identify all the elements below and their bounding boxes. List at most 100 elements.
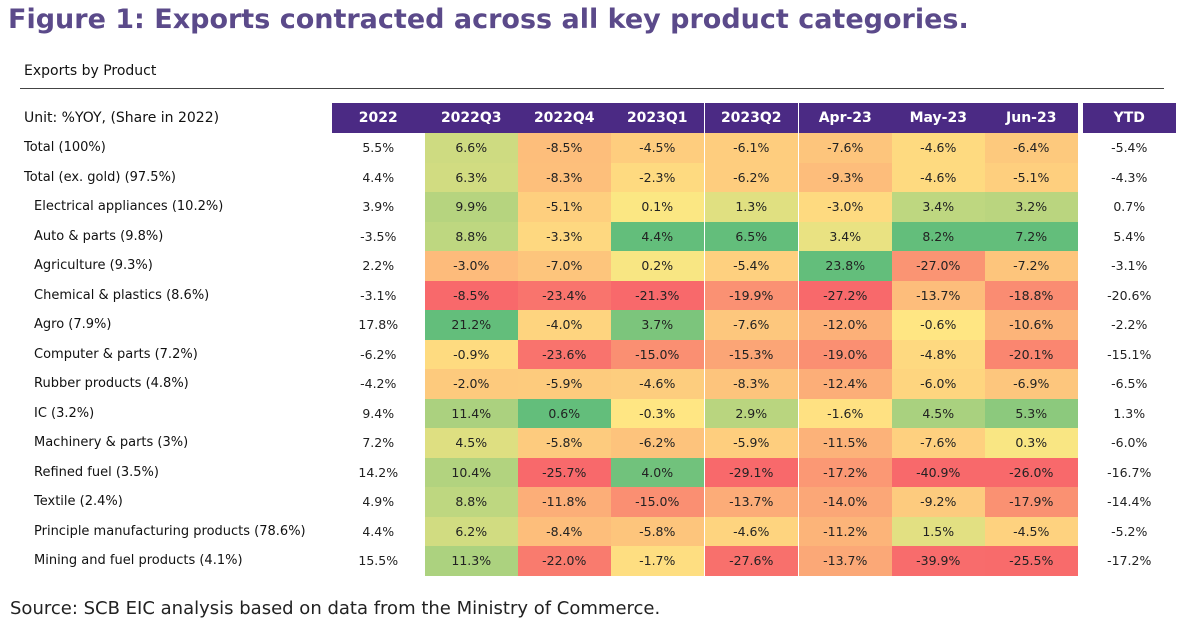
heatmap-cell: -15.0% bbox=[611, 487, 704, 517]
table-cell: -2.2% bbox=[1111, 317, 1148, 332]
heatmap-cell: 5.3% bbox=[985, 398, 1078, 428]
row-label: Electrical appliances (10.2%) bbox=[34, 199, 224, 214]
column-header: 2022Q4 bbox=[518, 103, 611, 133]
column-header: 2022Q3 bbox=[425, 103, 518, 133]
heatmap-cell: -4.6% bbox=[705, 516, 798, 546]
heatmap-cell: -4.6% bbox=[892, 133, 985, 163]
figure-title: Figure 1: Exports contracted across all … bbox=[8, 4, 969, 35]
heatmap-cell: -6.9% bbox=[985, 369, 1078, 399]
heatmap-cell: 10.4% bbox=[425, 457, 518, 487]
heatmap-cell: -13.7% bbox=[705, 487, 798, 517]
heatmap-cell: -27.0% bbox=[892, 251, 985, 281]
heatmap-cell: -18.8% bbox=[985, 280, 1078, 310]
heatmap-cell: -21.3% bbox=[611, 280, 704, 310]
heatmap-cell: -7.6% bbox=[799, 133, 892, 163]
heatmap-cell: -17.2% bbox=[799, 457, 892, 487]
heatmap-cell: -4.6% bbox=[892, 162, 985, 192]
heatmap-cell: -6.4% bbox=[985, 133, 1078, 163]
column-header: 2023Q2 bbox=[705, 103, 798, 133]
heatmap-cell: -26.0% bbox=[985, 457, 1078, 487]
heatmap-cell: -13.7% bbox=[892, 280, 985, 310]
heatmap-cell: -5.8% bbox=[611, 516, 704, 546]
heatmap-cell: 4.4% bbox=[611, 221, 704, 251]
table-cell: 5.5% bbox=[362, 140, 395, 155]
heatmap-cell: -5.8% bbox=[518, 428, 611, 458]
heatmap-cell: 1.5% bbox=[892, 516, 985, 546]
heatmap-cell: -15.0% bbox=[611, 339, 704, 369]
heatmap-cell: -3.0% bbox=[425, 251, 518, 281]
table-subtitle: Exports by Product bbox=[24, 63, 157, 79]
row-label: Principle manufacturing products (78.6%) bbox=[34, 523, 306, 539]
table-cell: 7.2% bbox=[362, 435, 395, 450]
heatmap-cell: 6.2% bbox=[425, 516, 518, 546]
heatmap-cell: -5.9% bbox=[518, 369, 611, 399]
heatmap-cell: 3.2% bbox=[985, 192, 1078, 222]
row-label: Total (100%) bbox=[24, 140, 106, 155]
heatmap-cell: -6.2% bbox=[611, 428, 704, 458]
heatmap-cell: -5.9% bbox=[705, 428, 798, 458]
heatmap-cell: -10.6% bbox=[985, 310, 1078, 340]
heatmap-cell: 0.3% bbox=[985, 428, 1078, 458]
heatmap-cell: 6.6% bbox=[425, 133, 518, 163]
table-cell: -3.1% bbox=[1111, 258, 1148, 273]
heatmap-cell: -6.2% bbox=[705, 162, 798, 192]
row-label: Rubber products (4.8%) bbox=[34, 376, 189, 391]
heatmap-cell: -17.9% bbox=[985, 487, 1078, 517]
heatmap-cell: 23.8% bbox=[799, 251, 892, 281]
heatmap-cell: -1.7% bbox=[611, 546, 704, 576]
heatmap-cell: -6.0% bbox=[892, 369, 985, 399]
column-header: 2023Q1 bbox=[611, 103, 704, 133]
heatmap-cell: -2.3% bbox=[611, 162, 704, 192]
table-cell: -17.2% bbox=[1107, 553, 1152, 568]
table-cell: 5.4% bbox=[1113, 228, 1146, 244]
heatmap-cell: 0.1% bbox=[611, 192, 704, 222]
heatmap-cell: -22.0% bbox=[518, 546, 611, 576]
heatmap-cell: 8.8% bbox=[425, 221, 518, 251]
heatmap-cell: -7.6% bbox=[705, 310, 798, 340]
heatmap-cell: -27.2% bbox=[799, 280, 892, 310]
unit-label: Unit: %YOY, (Share in 2022) bbox=[24, 110, 220, 126]
heatmap-cell: -0.3% bbox=[611, 398, 704, 428]
table-cell: 2.2% bbox=[362, 258, 395, 273]
row-label: Agriculture (9.3%) bbox=[34, 258, 153, 273]
row-label: Textile (2.4%) bbox=[34, 494, 123, 509]
row-label: Total (ex. gold) (97.5%) bbox=[24, 169, 177, 185]
table-cell: 17.8% bbox=[358, 317, 399, 332]
table-cell: 4.4% bbox=[362, 523, 395, 539]
column-header: May-23 bbox=[892, 103, 985, 133]
heatmap-cell: -12.4% bbox=[799, 369, 892, 399]
column-header: Apr-23 bbox=[799, 103, 892, 133]
heatmap-cell: 7.2% bbox=[985, 221, 1078, 251]
heatmap-cell: -15.3% bbox=[705, 339, 798, 369]
heatmap-cell: -20.1% bbox=[985, 339, 1078, 369]
heatmap-cell: -5.1% bbox=[518, 192, 611, 222]
heatmap-cell: -8.5% bbox=[425, 280, 518, 310]
table-cell: -14.4% bbox=[1107, 494, 1152, 509]
heatmap-cell: -29.1% bbox=[705, 457, 798, 487]
row-label: Auto & parts (9.8%) bbox=[34, 228, 164, 244]
heatmap-cell: -7.0% bbox=[518, 251, 611, 281]
table-cell: -6.0% bbox=[1111, 435, 1148, 450]
table-cell: 4.9% bbox=[362, 494, 395, 509]
heatmap-cell: 11.4% bbox=[425, 398, 518, 428]
heatmap-cell: 3.4% bbox=[799, 221, 892, 251]
heatmap-cell: 4.0% bbox=[611, 457, 704, 487]
table-cell: -4.3% bbox=[1111, 169, 1148, 185]
table-cell: 1.3% bbox=[1113, 405, 1146, 421]
heatmap-cell: -7.2% bbox=[985, 251, 1078, 281]
heatmap-cell: 3.4% bbox=[892, 192, 985, 222]
heatmap-cell: 3.7% bbox=[611, 310, 704, 340]
heatmap-cell: -5.1% bbox=[985, 162, 1078, 192]
heatmap-cell: 6.5% bbox=[705, 221, 798, 251]
heatmap-cell: -11.8% bbox=[518, 487, 611, 517]
heatmap-cell: -5.4% bbox=[705, 251, 798, 281]
heatmap-cell: -0.6% bbox=[892, 310, 985, 340]
heatmap-cell: -23.4% bbox=[518, 280, 611, 310]
table-cell: 4.4% bbox=[362, 169, 395, 185]
heatmap-cell: 9.9% bbox=[425, 192, 518, 222]
heatmap-cell: -4.0% bbox=[518, 310, 611, 340]
table-cell: -4.2% bbox=[360, 376, 397, 391]
heatmap-cell: -19.0% bbox=[799, 339, 892, 369]
heatmap-cell: -4.5% bbox=[611, 133, 704, 163]
heatmap-cell: -8.4% bbox=[518, 516, 611, 546]
